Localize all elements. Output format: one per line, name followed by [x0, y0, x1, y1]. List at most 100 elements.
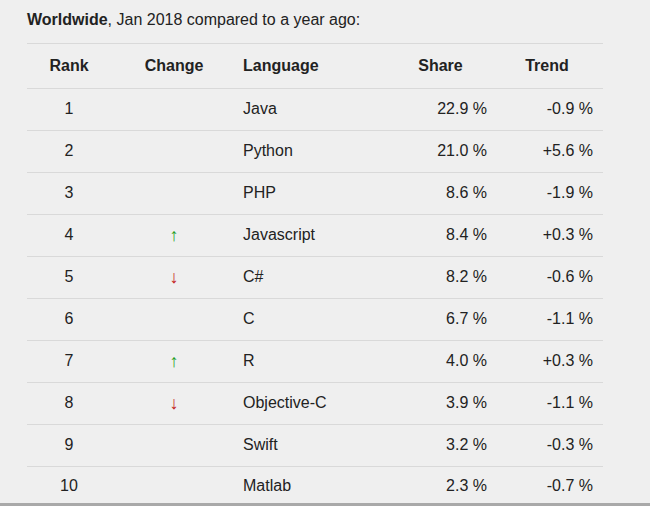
- language-value: PHP: [243, 184, 276, 201]
- share-cell: 3.9 %: [390, 382, 491, 424]
- language-value: Java: [243, 100, 277, 117]
- trend-cell: -0.6 %: [491, 256, 603, 298]
- trend-value: -1.1 %: [547, 310, 593, 327]
- trend-cell: +0.3 %: [491, 340, 603, 382]
- rank-cell: 6: [27, 298, 111, 340]
- column-header-language: Language: [237, 44, 390, 88]
- rank-value: 6: [65, 310, 74, 327]
- table-row: 4 ↑ Javascript 8.4 % +0.3 %: [27, 214, 603, 256]
- share-value: 21.0 %: [437, 142, 487, 159]
- trend-up-icon: ↑: [170, 225, 179, 245]
- change-cell: [111, 424, 237, 466]
- table-header-row: Rank Change Language Share Trend: [27, 44, 603, 88]
- table-row: 9 Swift 3.2 % -0.3 %: [27, 424, 603, 466]
- language-cell: Java: [237, 88, 390, 130]
- trend-up-icon: ↑: [170, 351, 179, 371]
- trend-cell: +0.3 %: [491, 214, 603, 256]
- trend-cell: -0.3 %: [491, 424, 603, 466]
- language-value: C#: [243, 268, 263, 285]
- pypl-popularity-table-page: { "title": { "region": "Worldwide", "res…: [0, 0, 650, 506]
- language-cell: Javascript: [237, 214, 390, 256]
- column-header-change: Change: [111, 44, 237, 88]
- trend-value: +5.6 %: [543, 142, 593, 159]
- column-header-trend: Trend: [491, 44, 603, 88]
- trend-value: -0.7 %: [547, 477, 593, 494]
- language-value: C: [243, 310, 255, 327]
- change-cell: [111, 88, 237, 130]
- rank-value: 7: [65, 352, 74, 369]
- language-value: Javascript: [243, 226, 315, 243]
- table-row: 5 ↓ C# 8.2 % -0.6 %: [27, 256, 603, 298]
- language-cell: R: [237, 340, 390, 382]
- change-cell: [111, 298, 237, 340]
- trend-value: -1.9 %: [547, 184, 593, 201]
- trend-value: -0.6 %: [547, 268, 593, 285]
- change-cell: [111, 172, 237, 214]
- change-cell: ↓: [111, 382, 237, 424]
- share-value: 8.6 %: [446, 184, 487, 201]
- language-value: Objective-C: [243, 394, 327, 411]
- share-value: 3.2 %: [446, 436, 487, 453]
- table-row: 10 Matlab 2.3 % -0.7 %: [27, 466, 603, 506]
- trend-cell: -0.9 %: [491, 88, 603, 130]
- share-cell: 8.4 %: [390, 214, 491, 256]
- share-value: 22.9 %: [437, 100, 487, 117]
- share-cell: 3.2 %: [390, 424, 491, 466]
- trend-cell: -1.9 %: [491, 172, 603, 214]
- language-value: R: [243, 352, 255, 369]
- rank-value: 2: [65, 142, 74, 159]
- language-cell: Matlab: [237, 466, 390, 506]
- language-cell: Swift: [237, 424, 390, 466]
- share-value: 2.3 %: [446, 477, 487, 494]
- column-header-rank: Rank: [27, 44, 111, 88]
- language-value: Python: [243, 142, 293, 159]
- change-cell: [111, 466, 237, 506]
- language-value: Swift: [243, 436, 278, 453]
- share-value: 8.4 %: [446, 226, 487, 243]
- title-rest: , Jan 2018 compared to a year ago:: [108, 11, 361, 29]
- share-value: 3.9 %: [446, 394, 487, 411]
- table-row: 6 C 6.7 % -1.1 %: [27, 298, 603, 340]
- change-cell: [111, 130, 237, 172]
- rank-cell: 10: [27, 466, 111, 506]
- trend-cell: -0.7 %: [491, 466, 603, 506]
- share-cell: 8.2 %: [390, 256, 491, 298]
- page-title: Worldwide, Jan 2018 compared to a year a…: [27, 0, 603, 44]
- trend-value: -0.9 %: [547, 100, 593, 117]
- rank-cell: 9: [27, 424, 111, 466]
- table-row: 2 Python 21.0 % +5.6 %: [27, 130, 603, 172]
- trend-value: -1.1 %: [547, 394, 593, 411]
- language-cell: C: [237, 298, 390, 340]
- change-cell: ↑: [111, 340, 237, 382]
- trend-value: -0.3 %: [547, 436, 593, 453]
- share-cell: 4.0 %: [390, 340, 491, 382]
- rank-value: 5: [65, 268, 74, 285]
- language-cell: Python: [237, 130, 390, 172]
- rank-cell: 1: [27, 88, 111, 130]
- rank-value: 8: [65, 394, 74, 411]
- language-value: Matlab: [243, 477, 291, 494]
- table-row: 1 Java 22.9 % -0.9 %: [27, 88, 603, 130]
- share-value: 6.7 %: [446, 310, 487, 327]
- share-value: 4.0 %: [446, 352, 487, 369]
- language-cell: Objective-C: [237, 382, 390, 424]
- rank-cell: 7: [27, 340, 111, 382]
- table-row: 3 PHP 8.6 % -1.9 %: [27, 172, 603, 214]
- rank-value: 1: [65, 100, 74, 117]
- language-cell: C#: [237, 256, 390, 298]
- rank-value: 3: [65, 184, 74, 201]
- rank-cell: 3: [27, 172, 111, 214]
- column-header-share: Share: [390, 44, 491, 88]
- trend-value: +0.3 %: [543, 352, 593, 369]
- rank-value: 9: [65, 436, 74, 453]
- rank-cell: 4: [27, 214, 111, 256]
- trend-cell: +5.6 %: [491, 130, 603, 172]
- table-row: 7 ↑ R 4.0 % +0.3 %: [27, 340, 603, 382]
- language-cell: PHP: [237, 172, 390, 214]
- share-cell: 22.9 %: [390, 88, 491, 130]
- rank-cell: 2: [27, 130, 111, 172]
- trend-value: +0.3 %: [543, 226, 593, 243]
- rank-value: 4: [65, 226, 74, 243]
- region-label: Worldwide: [27, 11, 108, 29]
- share-cell: 8.6 %: [390, 172, 491, 214]
